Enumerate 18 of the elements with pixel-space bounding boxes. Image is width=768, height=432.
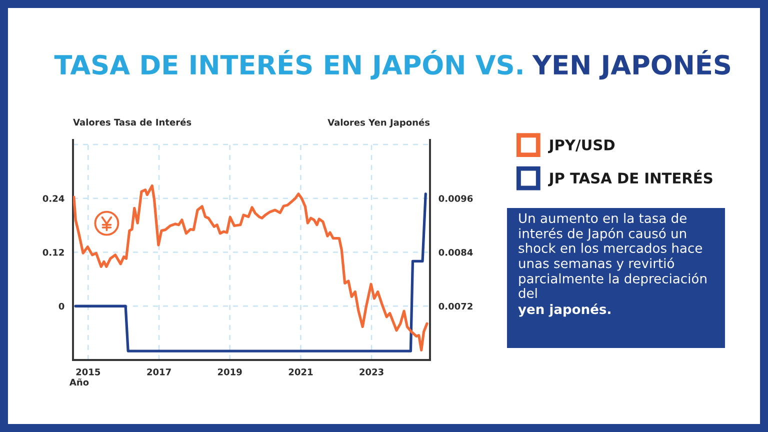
y2-axis-title: Valores Yen Japonés xyxy=(328,118,430,128)
y2-tick-label: 0.0072 xyxy=(438,302,472,310)
x-axis-title: Año xyxy=(69,378,89,386)
y-tick-label: 0.24 xyxy=(42,195,64,202)
y-tick-label: 0 xyxy=(58,302,64,310)
x-tick-label: 2021 xyxy=(288,368,313,376)
y-axis-title: Valores Tasa de Interés xyxy=(73,118,192,126)
text: yen japonés. xyxy=(518,304,610,317)
y2-tick-label: 0.0084 xyxy=(438,248,473,256)
x-tick-label: 2023 xyxy=(360,368,384,376)
x-tick-label: 2017 xyxy=(147,368,171,376)
chart-title: TASA DE INTERÉS EN JAPÓN VS. YEN JAPONÉS xyxy=(54,50,730,80)
legend-label: JPY/USD xyxy=(548,139,615,154)
x-tick-label: 2019 xyxy=(218,368,242,376)
legend-label: JP TASA DE INTERÉS xyxy=(548,170,712,186)
y2-tick-label: 0.0096 xyxy=(438,195,473,202)
y-tick-label: 0.12 xyxy=(42,248,64,256)
x-tick-label: 2015 xyxy=(76,368,100,376)
